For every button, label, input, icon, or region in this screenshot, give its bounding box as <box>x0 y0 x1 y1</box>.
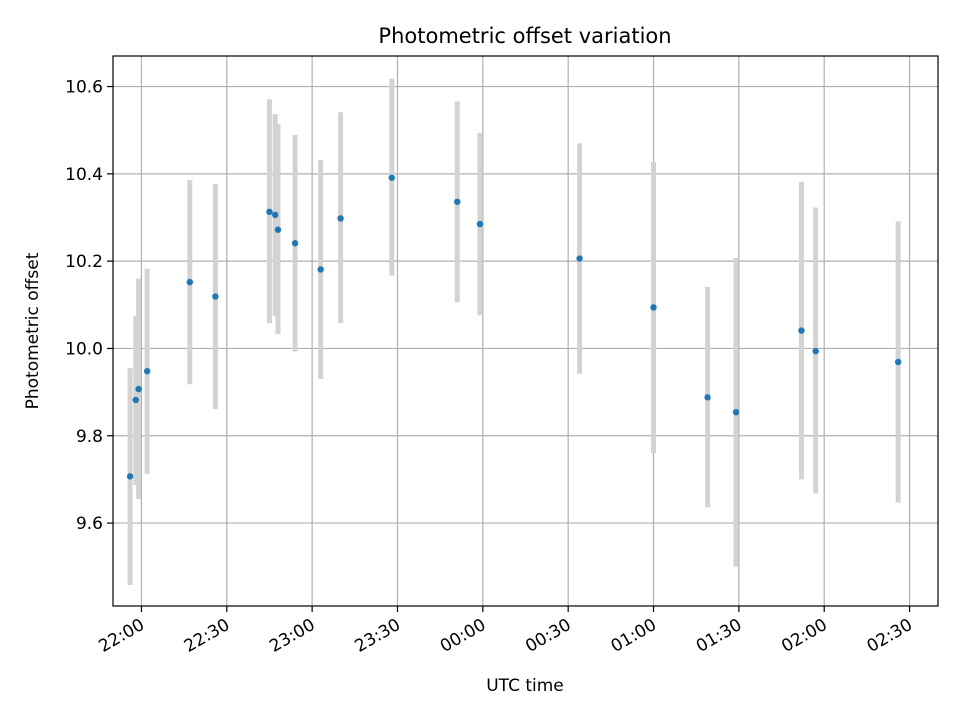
data-point <box>126 473 134 480</box>
x-axis-label: UTC time <box>486 676 564 696</box>
data-point <box>894 358 902 366</box>
data-points <box>126 174 902 480</box>
y-axis-label: Photometric offset <box>23 252 43 409</box>
data-point <box>454 198 461 205</box>
y-tick-label: 10.4 <box>65 165 103 185</box>
y-tick-label: 10.0 <box>65 339 103 359</box>
data-point <box>186 278 194 286</box>
data-point <box>812 347 819 355</box>
data-point <box>143 367 151 375</box>
data-point <box>132 396 139 404</box>
data-point <box>135 385 142 393</box>
data-point <box>798 327 805 334</box>
data-point <box>274 226 282 233</box>
y-tick-label: 10.6 <box>65 78 103 98</box>
data-point <box>291 240 299 247</box>
data-point <box>337 215 344 222</box>
data-point <box>212 293 219 300</box>
y-tick-label: 10.2 <box>65 252 103 272</box>
data-point <box>388 174 395 181</box>
data-point <box>476 220 484 228</box>
data-point <box>266 208 273 216</box>
data-point <box>271 211 279 219</box>
chart-title: Photometric offset variation <box>378 24 671 48</box>
data-point <box>704 394 711 401</box>
plot-frame <box>112 55 939 607</box>
y-tick-label: 9.6 <box>76 514 103 534</box>
data-point <box>732 408 740 416</box>
data-point <box>576 255 583 262</box>
data-point <box>317 266 324 273</box>
data-point <box>650 304 657 311</box>
y-tick-label: 9.8 <box>76 427 103 447</box>
grid-lines <box>113 56 938 606</box>
